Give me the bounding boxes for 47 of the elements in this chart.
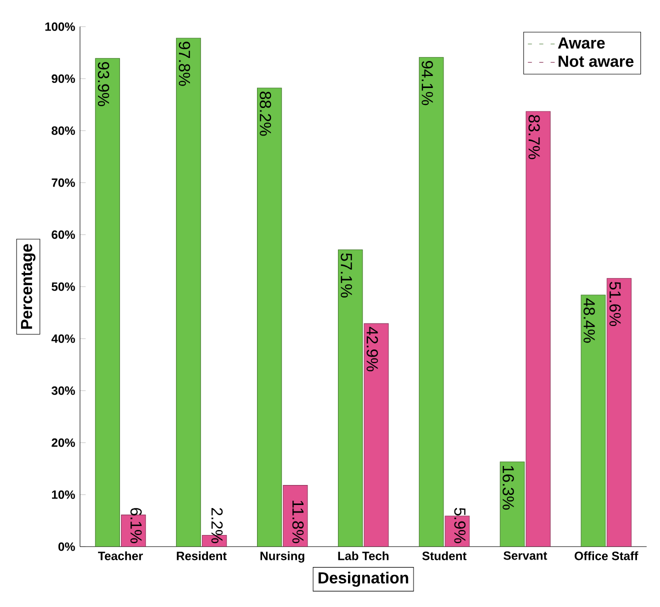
bar — [257, 88, 282, 547]
legend-label: Not aware — [558, 56, 634, 68]
bar — [338, 250, 363, 547]
x-tick-label: Nursing — [260, 552, 304, 563]
x-tick-label: Office Staff — [574, 552, 638, 560]
y-tick-label: 70% — [52, 178, 75, 188]
data-label: 42.9% — [366, 327, 378, 372]
y-tick-label: 60% — [52, 230, 75, 240]
bar — [526, 111, 551, 547]
y-axis-title: Percentage — [21, 244, 36, 329]
bar — [95, 58, 120, 547]
x-tick-label: Teacher — [98, 552, 143, 560]
bar — [606, 278, 632, 547]
legend-label: Aware — [558, 38, 605, 49]
data-label: 97.8% — [178, 42, 190, 86]
data-label: 48.4% — [584, 298, 595, 343]
y-tick-label: 0% — [58, 542, 75, 552]
data-label: 93.9% — [98, 62, 110, 106]
x-tick-label: Resident — [176, 552, 227, 560]
y-tick-label: 80% — [52, 126, 75, 136]
y-tick-label: 40% — [51, 334, 75, 344]
x-tick-label: Student — [422, 552, 466, 560]
bar — [364, 323, 389, 547]
data-label: 16.3% — [502, 466, 514, 510]
x-axis-title: Designation — [318, 572, 408, 587]
data-label: 51.6% — [609, 282, 621, 326]
bar — [282, 485, 308, 547]
data-label: 57.1% — [340, 253, 352, 298]
data-label: 11.8% — [292, 500, 304, 544]
y-tick-label: 50% — [52, 282, 75, 292]
bar — [176, 38, 201, 547]
bar — [580, 294, 606, 547]
x-tick-label: Servant — [504, 552, 548, 560]
data-label: 83.7% — [528, 115, 540, 160]
data-label: 2.2% — [211, 508, 223, 544]
data-label: 94.1% — [422, 61, 433, 106]
y-tick-label: 90% — [52, 74, 75, 84]
y-tick-label: 10% — [52, 490, 75, 500]
data-label: 88.2% — [260, 92, 272, 136]
x-tick-label: Lab Tech — [338, 552, 388, 560]
y-tick-label: 20% — [52, 438, 75, 448]
y-tick-label: 30% — [52, 386, 75, 396]
bar — [500, 462, 525, 547]
bar — [418, 57, 444, 547]
data-label: 6.1% — [130, 508, 142, 544]
data-label: 5.9% — [454, 508, 466, 544]
y-tick-label: 100% — [45, 22, 75, 32]
